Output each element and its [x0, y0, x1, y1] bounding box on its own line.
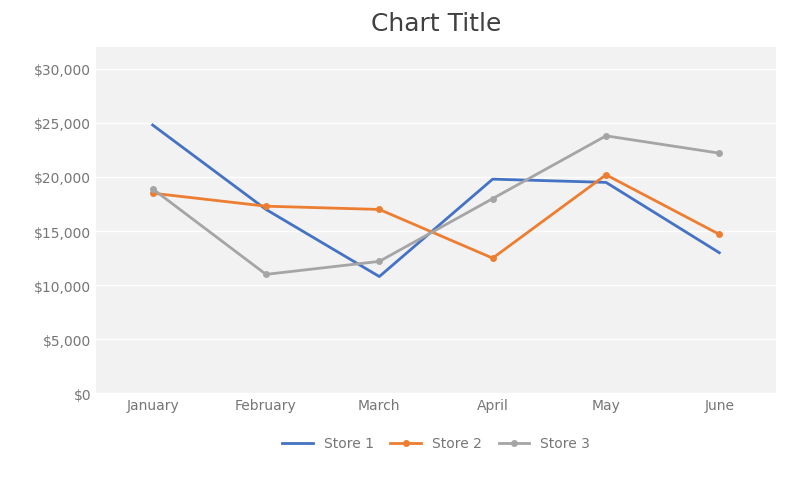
Store 2	[148, 191, 158, 197]
Legend: Store 1, Store 2, Store 3: Store 1, Store 2, Store 3	[277, 431, 595, 456]
Line: Store 1: Store 1	[153, 126, 719, 277]
Store 1	[374, 274, 384, 280]
Store 3	[602, 134, 611, 140]
Store 1	[602, 180, 611, 186]
Store 2	[374, 207, 384, 213]
Line: Store 2: Store 2	[149, 172, 723, 262]
Store 2	[488, 256, 498, 262]
Store 1	[488, 177, 498, 182]
Store 3	[714, 151, 724, 156]
Line: Store 3: Store 3	[149, 133, 723, 278]
Store 1	[714, 251, 724, 256]
Store 3	[488, 196, 498, 202]
Store 2	[602, 173, 611, 179]
Title: Chart Title: Chart Title	[371, 12, 501, 36]
Store 3	[261, 272, 270, 277]
Store 3	[148, 187, 158, 192]
Store 1	[261, 207, 270, 213]
Store 2	[261, 204, 270, 210]
Store 1	[148, 123, 158, 129]
Store 3	[374, 259, 384, 265]
Store 2	[714, 232, 724, 238]
